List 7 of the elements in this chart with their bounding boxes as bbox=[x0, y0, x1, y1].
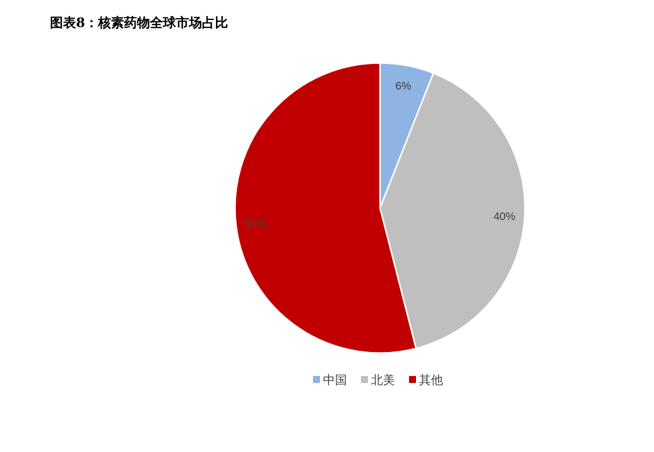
legend-label: 其他 bbox=[419, 373, 443, 387]
data-label: 54% bbox=[245, 218, 268, 231]
chart-title: 图表8：核素药物全球市场占比 bbox=[50, 15, 228, 31]
legend-label: 北美 bbox=[371, 373, 395, 387]
data-label: 40% bbox=[493, 210, 516, 223]
data-label: 6% bbox=[395, 80, 412, 93]
legend-label: 中国 bbox=[323, 373, 347, 387]
